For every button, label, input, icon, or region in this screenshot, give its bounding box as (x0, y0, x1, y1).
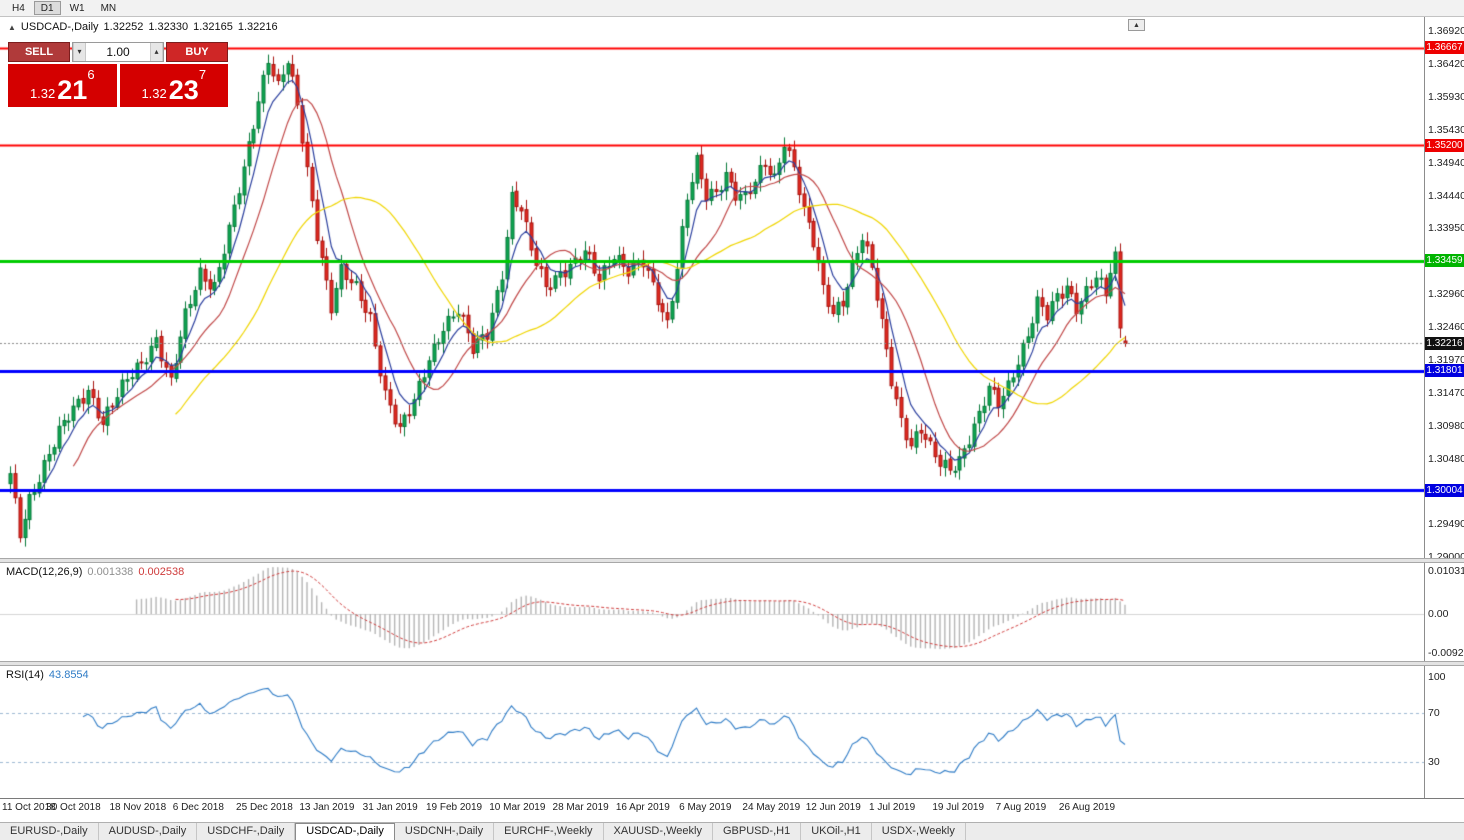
chart-ohlc-header: ▲ USDCAD-,Daily 1.32252 1.32330 1.32165 1.322… (8, 21, 283, 33)
timeframe-button-mn[interactable]: MN (94, 1, 124, 15)
date-label: 31 Jan 2019 (362, 802, 418, 813)
chart-tabs-bar: EURUSD-,Daily AUDUSD-,Daily USDCHF-,Daily U… (0, 822, 1464, 840)
symbol-label: USDCAD-,Daily (20, 21, 99, 33)
price-chart-canvas[interactable] (0, 0, 1464, 822)
ohlc-open: 1.32252 (103, 21, 144, 33)
rsi-name: RSI(14) (6, 669, 44, 681)
price-tag-130004: 1.30004 (1425, 483, 1464, 497)
chart-tab-ukoil-h1[interactable]: UKOil-,H1 (801, 823, 872, 840)
date-label: 19 Feb 2019 (425, 802, 483, 813)
date-label: 28 Mar 2019 (552, 802, 609, 813)
price-scale[interactable]: 1.36920 1.36420 1.35930 1.35430 1.34940 1.344… (1424, 17, 1464, 798)
date-label: 11 Oct 2018 (2, 802, 56, 813)
date-label: 26 Aug 2019 (1058, 802, 1116, 813)
sell-price-pip: 6 (87, 67, 95, 82)
price-scale-label: 1.35430 (1428, 123, 1464, 136)
ohlc-high: 1.32330 (148, 21, 189, 33)
buy-price-prefix: 1.32 (141, 86, 167, 101)
chart-tab-xauusd-weekly[interactable]: XAUUSD-,Weekly (604, 823, 713, 840)
chart-tab-eurusd-daily[interactable]: EURUSD-,Daily (0, 823, 99, 840)
date-label: 12 Jun 2019 (805, 802, 861, 813)
price-scale-label: 1.33950 (1428, 222, 1464, 235)
rsi-scale-label: 100 (1428, 670, 1446, 683)
rsi-scale-label: 70 (1428, 707, 1440, 720)
date-label: 30 Oct 2018 (46, 802, 101, 813)
macd-scale-label: -0.009203 (1428, 646, 1464, 659)
ohlc-low: 1.32165 (193, 21, 233, 33)
price-scale-label: 1.34440 (1428, 189, 1464, 202)
timeframe-button-d1[interactable]: D1 (33, 1, 61, 15)
price-scale-label: 1.29490 (1428, 518, 1464, 531)
scroll-up-button[interactable]: ▲ (1128, 19, 1145, 31)
price-tag-135200: 1.35200 (1425, 138, 1464, 152)
one-click-trading-panel: SELL ▾ ▴ BUY 1.32 21 6 1.32 23 7 (8, 42, 228, 107)
price-scale-label: 1.35930 (1428, 90, 1464, 103)
price-scale-label: 1.32960 (1428, 288, 1464, 300)
date-label: 10 Mar 2019 (489, 802, 546, 813)
chart-tab-eurchf-weekly[interactable]: EURCHF-,Weekly (494, 823, 604, 840)
rsi-value: 43.8554 (48, 669, 89, 681)
timeframe-toolbar: H4 D1 W1 MN (0, 0, 1464, 17)
macd-scale-label: 0.00 (1428, 608, 1449, 620)
buy-button[interactable]: BUY (166, 42, 228, 62)
sell-price-prefix: 1.32 (29, 86, 56, 101)
rsi-scale-label: 30 (1428, 755, 1440, 768)
macd-header: MACD(12,26,9) 0.001338 0.002538 (6, 566, 189, 578)
pane-splitter-rsi[interactable] (0, 661, 1464, 666)
price-tag-136667: 1.36667 (1425, 41, 1464, 55)
date-label: 18 Nov 2018 (109, 802, 167, 813)
date-label: 24 May 2019 (742, 802, 801, 813)
price-scale-label: 1.36920 (1428, 25, 1464, 37)
timeframe-button-w1[interactable]: W1 (63, 1, 92, 15)
chart-tab-usdx-weekly[interactable]: USDX-,Weekly (872, 823, 966, 840)
macd-signal-value: 0.002538 (138, 566, 185, 578)
macd-scale-label: 0.010311 (1428, 564, 1464, 577)
chart-tab-gbpusd-h1[interactable]: GBPUSD-,H1 (713, 823, 802, 840)
date-label: 19 Jul 2019 (932, 802, 985, 813)
date-label: 16 Apr 2019 (615, 802, 670, 813)
buy-price-display[interactable]: 1.32 23 7 (119, 64, 228, 107)
timeframe-button-h4[interactable]: H4 (5, 1, 32, 15)
pane-splitter-macd[interactable] (0, 558, 1464, 563)
chart-tab-usdchf-daily[interactable]: USDCHF-,Daily (197, 823, 296, 840)
price-scale-label: 1.30480 (1428, 452, 1464, 465)
price-scale-label: 1.31970 (1428, 353, 1464, 366)
date-label: 7 Aug 2019 (995, 802, 1047, 813)
price-scale-label: 1.34940 (1428, 156, 1464, 169)
date-label: 6 May 2019 (679, 802, 732, 813)
price-scale-label: 1.36420 (1428, 58, 1464, 71)
buy-price-pip: 7 (198, 67, 207, 82)
rsi-header: RSI(14) 43.8554 (6, 669, 94, 681)
sell-price-display[interactable]: 1.32 21 6 (8, 64, 117, 107)
price-scale-label: 1.31470 (1428, 386, 1464, 399)
date-label: 13 Jan 2019 (299, 802, 355, 813)
sell-button[interactable]: SELL (8, 42, 70, 62)
volume-control: ▾ ▴ (72, 42, 164, 62)
volume-input[interactable] (86, 43, 150, 61)
sell-price-main: 21 (57, 75, 88, 105)
price-tag-133459: 1.33459 (1425, 254, 1464, 268)
chart-tab-usdcnh-daily[interactable]: USDCNH-,Daily (395, 823, 495, 840)
symbol-marker-icon: ▲ (8, 23, 16, 32)
date-label: 1 Jul 2019 (869, 802, 916, 813)
price-scale-label: 1.30980 (1428, 419, 1464, 432)
date-label: 25 Dec 2018 (236, 802, 293, 813)
date-label: 6 Dec 2018 (172, 802, 224, 813)
macd-name: MACD(12,26,9) (6, 566, 83, 578)
macd-value: 0.001338 (87, 566, 134, 578)
buy-price-main: 23 (168, 75, 199, 105)
volume-down-icon[interactable]: ▾ (73, 43, 86, 61)
chart-tab-audusd-daily[interactable]: AUDUSD-,Daily (99, 823, 198, 840)
volume-up-icon[interactable]: ▴ (150, 43, 163, 61)
price-tag-132216: 1.32216 (1425, 336, 1464, 350)
chart-tab-usdcad-daily[interactable]: USDCAD-,Daily (295, 823, 395, 840)
date-axis[interactable]: 11 Oct 2018 30 Oct 2018 18 Nov 2018 6 Dec 2… (0, 798, 1464, 822)
price-tag-131801: 1.31801 (1425, 364, 1464, 378)
ohlc-close: 1.32216 (237, 21, 278, 33)
price-scale-label: 1.32460 (1428, 321, 1464, 334)
